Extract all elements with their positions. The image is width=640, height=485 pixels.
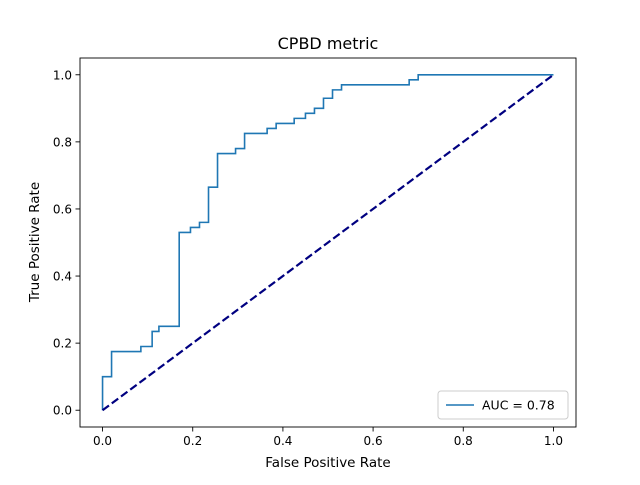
y-tick-label: 1.0: [53, 68, 72, 82]
y-axis-label: True Positive Rate: [27, 182, 43, 303]
x-tick-label: 0.6: [364, 434, 383, 448]
legend-label: AUC = 0.78: [482, 398, 555, 413]
y-tick-label: 0.8: [53, 135, 72, 149]
plot-area: [101, 73, 555, 412]
chance-diagonal-line: [101, 73, 555, 412]
x-tick-label: 1.0: [544, 434, 563, 448]
x-axis-label: False Positive Rate: [265, 455, 390, 471]
x-tick-label: 0.0: [93, 434, 112, 448]
legend-box: [437, 390, 569, 420]
roc-curve-line: [101, 73, 554, 411]
y-tick-label: 0.4: [53, 270, 72, 284]
axes-frame: [79, 57, 577, 428]
x-tick-label: 0.2: [183, 434, 202, 448]
x-tick-label: 0.4: [273, 434, 292, 448]
y-tick-label: 0.0: [53, 404, 72, 418]
legend: AUC = 0.78: [437, 390, 569, 420]
chart-title: CPBD metric: [278, 34, 379, 53]
axes: 0.0 0.2 0.4 0.6 0.8 1.0 0.0 0.2 0.4 0.6 0.8 1.0: [53, 57, 577, 448]
y-tick-label: 0.6: [53, 202, 72, 216]
y-tick-label: 0.2: [53, 337, 72, 351]
x-tick-label: 0.8: [454, 434, 473, 448]
